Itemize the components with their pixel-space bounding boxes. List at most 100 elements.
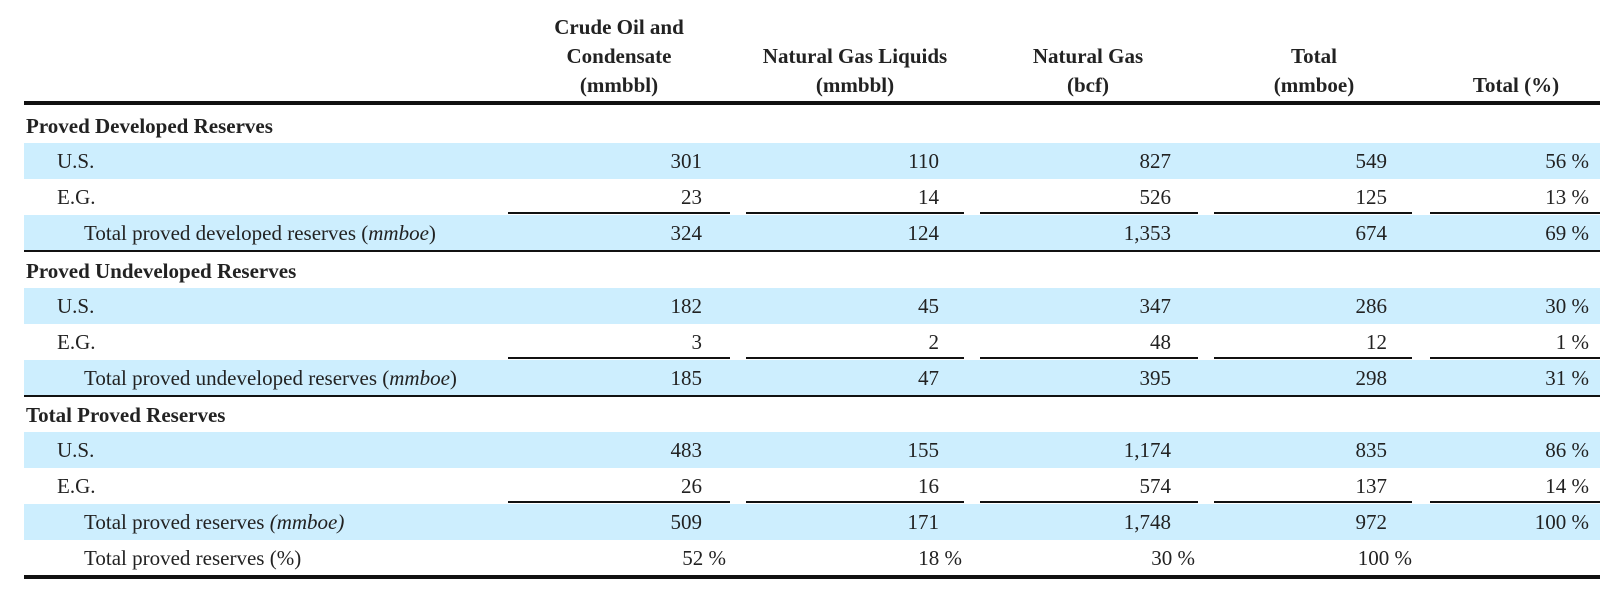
subtotal-rule (1214, 501, 1412, 503)
subtotal-rule (1430, 501, 1600, 503)
subtotal-rule (1214, 357, 1412, 359)
table-bottom-rule (24, 575, 1600, 579)
subtotal-rule (508, 212, 730, 214)
header-line: (mmboe) (1273, 73, 1355, 97)
header-natural-gas: Natural Gas (bcf) (990, 42, 1186, 100)
cell-gas-pct: 30 % (1151, 546, 1195, 570)
row-label: E.G. (57, 330, 96, 354)
cell-ngl: 124 (907, 221, 940, 245)
cell-gas: 1,748 (1123, 510, 1171, 534)
cell-total: 835 (1355, 438, 1388, 462)
row-label: Total proved reserves (%) (84, 546, 302, 570)
header-rule (24, 101, 1600, 105)
cell-total: 674 (1355, 221, 1388, 245)
cell-total: 125 (1355, 185, 1388, 209)
cell-crude: 3 (691, 330, 703, 354)
cell-total: 298 (1355, 366, 1388, 390)
cell-pct: 14 % (1545, 474, 1589, 498)
cell-pct: 31 % (1545, 366, 1589, 390)
table-row: E.G. 23 14 526 125 13 % (24, 179, 1600, 215)
subtotal-rule (746, 357, 964, 359)
cell-ngl: 171 (907, 510, 940, 534)
cell-gas: 347 (1139, 294, 1172, 318)
cell-ngl: 16 (918, 474, 939, 498)
cell-pct: 69 % (1545, 221, 1589, 245)
cell-pct: 100 % (1534, 510, 1589, 534)
section-title: Proved Undeveloped Reserves (26, 259, 297, 283)
header-total-pct: Total (%) (1432, 71, 1600, 100)
section-title: Proved Developed Reserves (26, 114, 273, 138)
cell-total: 12 (1366, 330, 1387, 354)
section-rule (24, 250, 1600, 252)
subtotal-rule (1214, 212, 1412, 214)
total-label: Total proved undeveloped reserves (mmboe… (84, 366, 457, 390)
subtotal-rule (980, 357, 1198, 359)
cell-gas: 574 (1139, 474, 1172, 498)
total-row: Total proved undeveloped reserves (mmboe… (24, 360, 1600, 396)
cell-crude: 26 (681, 474, 702, 498)
cell-total: 286 (1355, 294, 1388, 318)
cell-pct: 30 % (1545, 294, 1589, 318)
cell-ngl: 155 (907, 438, 940, 462)
cell-gas: 1,174 (1123, 438, 1171, 462)
cell-crude: 182 (670, 294, 703, 318)
subtotal-rule (980, 212, 1198, 214)
cell-pct: 86 % (1545, 438, 1589, 462)
subtotal-rule (508, 357, 730, 359)
cell-crude: 23 (681, 185, 702, 209)
row-label: U.S. (57, 438, 95, 462)
row-label: U.S. (57, 149, 95, 173)
header-line: (mmbbl) (815, 73, 895, 97)
cell-crude: 509 (670, 510, 703, 534)
header-line: Natural Gas (1032, 44, 1144, 68)
row-label: U.S. (57, 294, 95, 318)
cell-pct: 1 % (1555, 330, 1589, 354)
total-label: Total proved reserves (mmboe) (84, 510, 345, 534)
header-line: (mmbbl) (579, 73, 659, 97)
cell-crude: 185 (670, 366, 703, 390)
subtotal-rule (746, 501, 964, 503)
cell-crude-pct: 52 % (682, 546, 726, 570)
section-title-row: Proved Developed Reserves (24, 108, 1600, 144)
table-header: Crude Oil and Condensate (mmbbl) Natural… (24, 0, 1600, 104)
header-line: Condensate (566, 44, 672, 68)
percent-row: Total proved reserves (%) 52 % 18 % 30 %… (24, 540, 1600, 576)
cell-ngl-pct: 18 % (918, 546, 962, 570)
cell-gas: 395 (1139, 366, 1172, 390)
section-rule (24, 395, 1600, 397)
header-line: Crude Oil and (554, 15, 684, 39)
subtotal-rule (1430, 357, 1600, 359)
total-label: Total proved developed reserves (mmboe) (84, 221, 436, 245)
header-total-mmboe: Total (mmboe) (1220, 42, 1408, 100)
cell-pct: 13 % (1545, 185, 1589, 209)
header-line: Natural Gas Liquids (762, 44, 948, 68)
total-row: Total proved developed reserves (mmboe) … (24, 215, 1600, 251)
cell-crude: 483 (670, 438, 703, 462)
cell-total: 137 (1355, 474, 1388, 498)
cell-ngl: 2 (928, 330, 940, 354)
cell-crude: 301 (670, 149, 703, 173)
subtotal-rule (508, 501, 730, 503)
cell-gas: 1,353 (1123, 221, 1171, 245)
header-line: Total (%) (1472, 73, 1560, 97)
table-row: E.G. 3 2 48 12 1 % (24, 324, 1600, 360)
cell-ngl: 14 (918, 185, 939, 209)
section-title-row: Proved Undeveloped Reserves (24, 253, 1600, 289)
cell-total-pct: 100 % (1357, 546, 1412, 570)
subtotal-rule (980, 501, 1198, 503)
cell-gas: 827 (1139, 149, 1172, 173)
table-row: E.G. 26 16 574 137 14 % (24, 468, 1600, 504)
total-row: Total proved reserves (mmboe) 509 171 1,… (24, 504, 1600, 540)
table-row: U.S. 301 110 827 549 56 % (24, 143, 1600, 179)
header-ngl: Natural Gas Liquids (mmbbl) (734, 42, 976, 100)
cell-pct: 56 % (1545, 149, 1589, 173)
header-crude-oil: Crude Oil and Condensate (mmbbl) (502, 13, 736, 100)
cell-total: 972 (1355, 510, 1388, 534)
cell-gas: 526 (1139, 185, 1172, 209)
cell-ngl: 110 (908, 149, 939, 173)
subtotal-rule (1430, 212, 1600, 214)
row-label: E.G. (57, 185, 96, 209)
cell-total: 549 (1355, 149, 1388, 173)
subtotal-rule (746, 212, 964, 214)
table-row: U.S. 182 45 347 286 30 % (24, 288, 1600, 324)
